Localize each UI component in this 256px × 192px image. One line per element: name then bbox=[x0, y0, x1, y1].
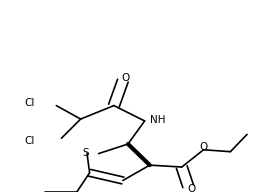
Text: Cl: Cl bbox=[24, 98, 35, 108]
Text: S: S bbox=[82, 148, 89, 158]
Text: Cl: Cl bbox=[24, 136, 35, 146]
Text: O: O bbox=[199, 142, 208, 152]
Text: O: O bbox=[188, 184, 196, 192]
Text: NH: NH bbox=[150, 115, 165, 125]
Text: O: O bbox=[121, 73, 130, 83]
